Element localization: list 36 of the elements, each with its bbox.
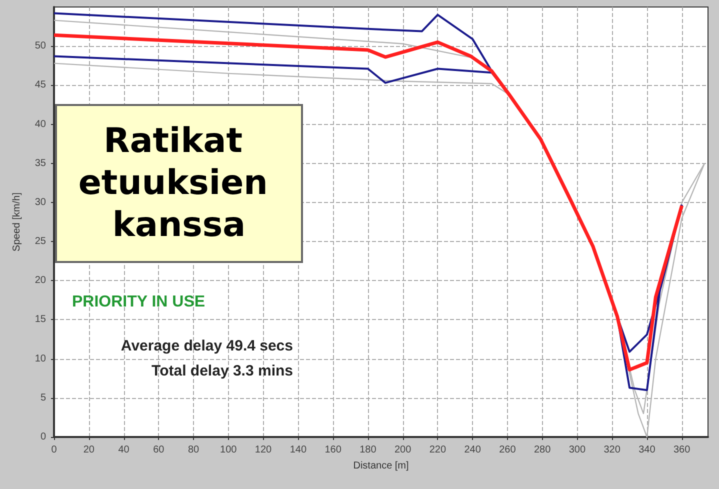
x-tick-label: 360: [673, 444, 691, 456]
x-tick-label: 260: [499, 444, 516, 456]
y-tick-label: 50: [34, 40, 46, 52]
annotation: Total delay 3.3 mins: [152, 362, 293, 380]
annotation: Ratikat etuuksien kanssa: [78, 121, 280, 245]
x-tick-label: 240: [464, 444, 482, 456]
y-tick-label: 15: [34, 314, 46, 326]
x-tick-label: 180: [360, 444, 377, 456]
x-tick-label: 80: [188, 444, 200, 456]
x-tick-label: 280: [534, 444, 552, 456]
y-tick-label: 45: [34, 80, 46, 91]
x-tick-label: 220: [429, 444, 446, 456]
x-tick-label: 60: [153, 444, 165, 456]
x-tick-label: 320: [604, 444, 621, 456]
y-tick-label: 5: [40, 392, 46, 404]
y-tick-label: 0: [40, 432, 46, 442]
x-tick-label: 140: [290, 444, 307, 456]
y-tick-label: 40: [34, 118, 46, 130]
x-axis-title: Distance [m]: [353, 460, 410, 472]
annotation: Average delay 49.4 secs: [120, 338, 293, 354]
y-tick-label: 35: [34, 158, 46, 169]
x-tick-label: 0: [51, 444, 58, 456]
y-tick-label: 20: [34, 275, 46, 286]
x-tick-label: 160: [324, 444, 342, 456]
y-axis-title: Speed [km/h]: [12, 192, 22, 252]
y-tick-label: 10: [34, 353, 46, 364]
x-tick-label: 300: [568, 444, 586, 456]
x-tick-label: 40: [118, 444, 130, 456]
y-tick-label: 30: [34, 196, 46, 208]
x-tick-label: 20: [83, 444, 95, 456]
y-tick-label: 25: [34, 236, 46, 248]
x-tick-label: 100: [220, 444, 238, 456]
x-tick-label: 200: [394, 444, 412, 456]
x-tick-label: 340: [638, 444, 656, 456]
annotation: PRIORITY IN USE: [72, 294, 206, 310]
x-tick-label: 120: [254, 444, 272, 456]
